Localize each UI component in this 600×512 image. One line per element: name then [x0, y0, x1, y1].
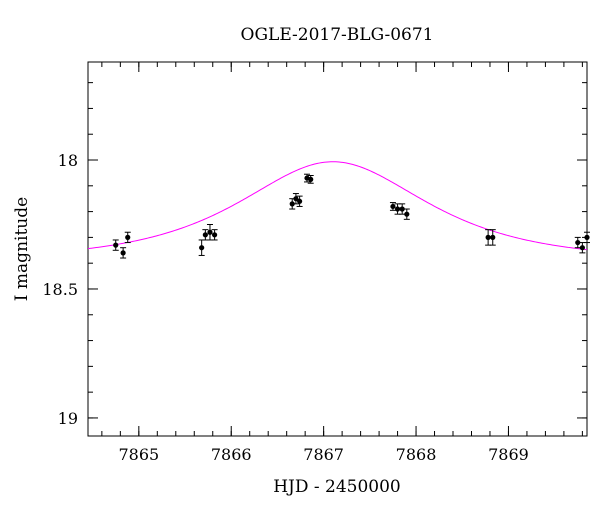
data-point-marker: [293, 196, 299, 202]
y-tick-label: 18: [58, 151, 78, 170]
data-point: [120, 247, 127, 259]
observation-points: [112, 173, 590, 259]
data-point: [289, 198, 296, 210]
data-point-marker: [207, 229, 213, 235]
x-tick-label: 7867: [303, 445, 344, 464]
data-point-marker: [579, 245, 585, 251]
data-point-marker: [390, 203, 396, 210]
data-point: [307, 174, 314, 184]
data-point: [389, 202, 396, 211]
data-point: [206, 223, 213, 241]
data-point: [584, 231, 590, 244]
y-tick-label: 18.5: [42, 280, 78, 299]
data-point-marker: [404, 211, 410, 217]
model-curve: [87, 161, 588, 251]
data-point-marker: [485, 234, 491, 240]
data-point-marker: [308, 176, 314, 182]
x-axis-label: HJD - 2450000: [273, 477, 401, 497]
data-point-marker: [211, 232, 218, 238]
data-point: [489, 229, 496, 246]
data-point-marker: [202, 232, 208, 238]
data-point: [124, 231, 131, 244]
data-point: [198, 239, 205, 256]
data-point-marker: [289, 201, 295, 207]
y-axis-label: I magnitude: [12, 197, 32, 301]
data-point-marker: [120, 250, 126, 256]
data-point-marker: [199, 245, 205, 251]
data-point-marker: [575, 239, 581, 246]
data-point-marker: [399, 206, 405, 212]
y-tick-label: 19: [58, 409, 78, 428]
x-tick-label: 7865: [118, 445, 159, 464]
data-point-marker: [125, 234, 131, 240]
data-point: [112, 239, 119, 251]
data-point-marker: [490, 234, 496, 240]
axis-tick-labels: 7865 7866 7867 7868 7869 18 18.5 19: [42, 151, 528, 464]
data-point: [399, 203, 406, 215]
plot-frame: [87, 61, 588, 437]
data-point: [292, 193, 299, 205]
data-point-marker: [584, 234, 590, 240]
data-point: [211, 229, 218, 241]
data-point: [296, 195, 303, 207]
data-point: [202, 229, 209, 241]
data-point-marker: [394, 206, 401, 212]
data-point: [403, 208, 410, 220]
chart-title: OGLE-2017-BLG-0671: [241, 25, 434, 45]
data-point-marker: [297, 198, 303, 204]
data-point: [574, 236, 581, 249]
data-point: [579, 242, 586, 254]
x-tick-label: 7868: [396, 445, 437, 464]
x-tick-label: 7866: [211, 445, 252, 464]
x-tick-label: 7869: [488, 445, 529, 464]
data-point-marker: [113, 242, 119, 248]
axis-ticks: [88, 62, 587, 436]
